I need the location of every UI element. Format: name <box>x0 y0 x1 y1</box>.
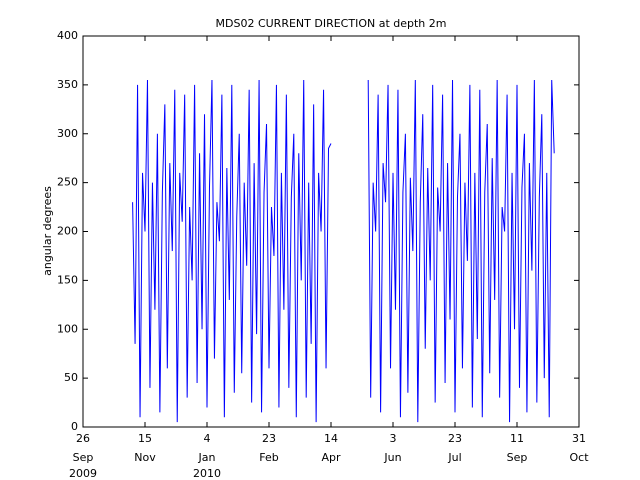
x-tick-month: Oct <box>569 451 589 464</box>
y-tick-label: 100 <box>57 322 78 335</box>
x-tick-month: Jun <box>383 451 401 464</box>
x-tick-label: 3 <box>390 432 397 445</box>
y-axis-label: angular degrees <box>41 186 54 276</box>
y-tick-label: 50 <box>64 371 78 384</box>
y-tick-label: 200 <box>57 225 78 238</box>
x-tick-label: 23 <box>262 432 276 445</box>
x-tick-label: 23 <box>448 432 462 445</box>
x-tick-month: Sep <box>73 451 94 464</box>
y-tick-label: 0 <box>71 420 78 433</box>
x-tick-month: Jan <box>198 451 216 464</box>
x-tick-month: Feb <box>259 451 278 464</box>
data-line <box>132 79 555 423</box>
x-tick-label: 14 <box>324 432 338 445</box>
x-tick-month: Nov <box>134 451 156 464</box>
x-tick-month: Apr <box>321 451 341 464</box>
chart-title: MDS02 CURRENT DIRECTION at depth 2m <box>216 17 447 30</box>
x-tick-year: 2009 <box>69 467 97 480</box>
x-tick-year: 2010 <box>193 467 221 480</box>
y-tick-label: 250 <box>57 176 78 189</box>
y-tick-label: 300 <box>57 127 78 140</box>
x-tick-month: Jul <box>447 451 461 464</box>
x-tick-month: Sep <box>507 451 528 464</box>
x-tick-label: 26 <box>76 432 90 445</box>
x-tick-label: 11 <box>510 432 524 445</box>
x-tick-label: 4 <box>204 432 211 445</box>
x-tick-label: 31 <box>572 432 586 445</box>
y-tick-label: 400 <box>57 29 78 42</box>
y-tick-label: 350 <box>57 78 78 91</box>
y-tick-label: 150 <box>57 273 78 286</box>
x-tick-label: 15 <box>138 432 152 445</box>
